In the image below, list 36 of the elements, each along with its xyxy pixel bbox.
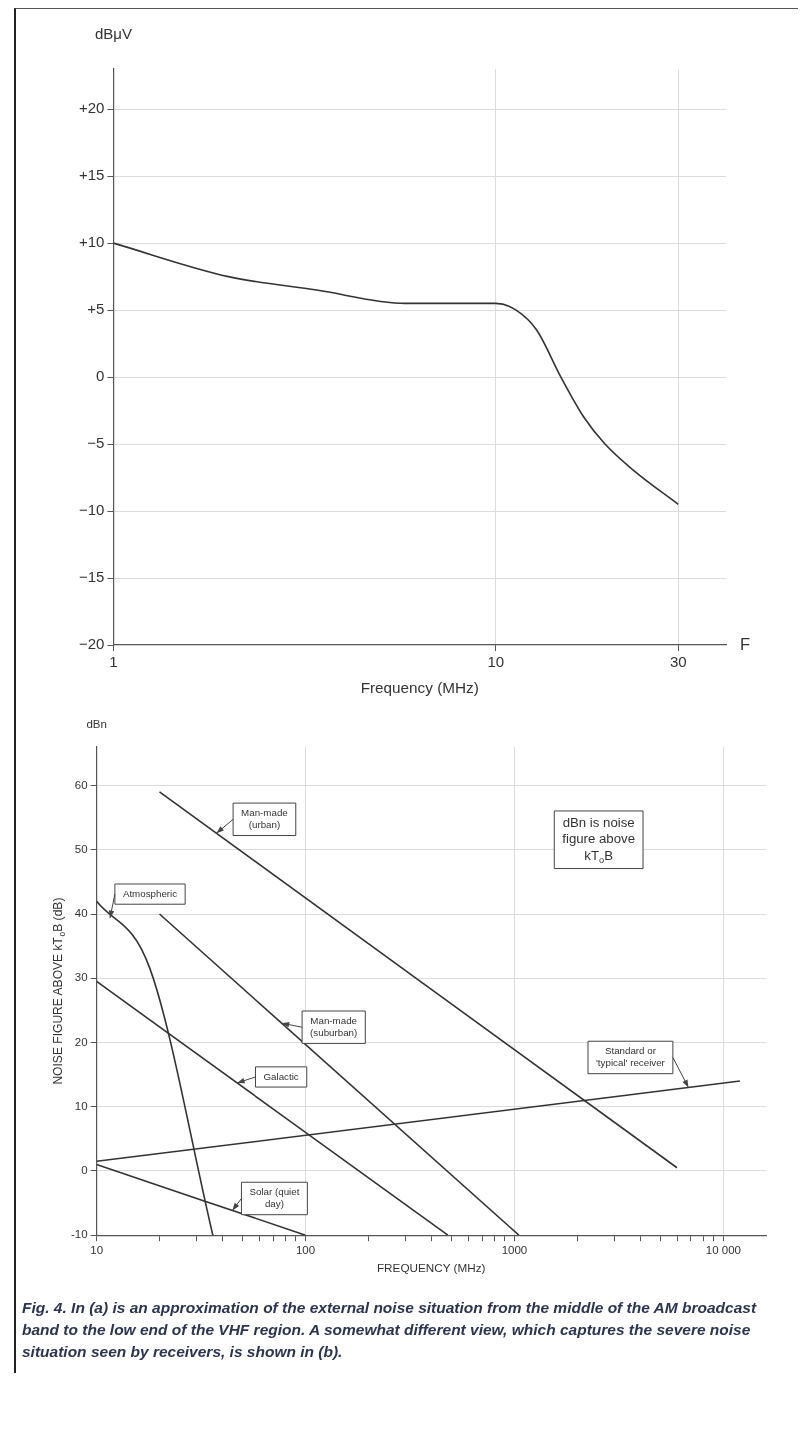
series-label: Solar (quiet day) bbox=[249, 1186, 300, 1210]
y-axis-title: NOISE FIGURE ABOVE kToB (dB) bbox=[50, 897, 67, 1085]
text: Standard or 'typical' receiver bbox=[596, 1045, 666, 1069]
y-tick-label: +10 bbox=[78, 233, 105, 251]
y-tick-label: +5 bbox=[87, 300, 105, 318]
x-tick-label: 1 bbox=[109, 653, 118, 671]
series-label: Man-made (urban) bbox=[241, 806, 288, 831]
x-tick-label: 10 000 bbox=[705, 1244, 741, 1257]
y-tick-label: −20 bbox=[78, 635, 105, 653]
y-tick-label: 0 bbox=[81, 1164, 88, 1177]
y-tick-label: −10 bbox=[78, 501, 105, 519]
y-tick-label: 40 bbox=[74, 907, 88, 920]
y-tick-label: 60 bbox=[74, 778, 88, 791]
x-tick-label: 1000 bbox=[501, 1244, 528, 1257]
x-tick-label: 100 bbox=[295, 1244, 316, 1257]
x-axis-title: FREQUENCY (MHz) bbox=[376, 1260, 486, 1274]
y-tick-label: +20 bbox=[78, 99, 105, 117]
y-tick-label: 20 bbox=[74, 1035, 88, 1048]
y-tick-label: −15 bbox=[78, 568, 105, 586]
text: F bbox=[740, 634, 751, 653]
x-axis-title: Frequency (MHz) bbox=[360, 678, 479, 696]
text: Atmospheric bbox=[122, 887, 178, 899]
y-tick-label: 30 bbox=[74, 971, 88, 984]
series-label: Man-made (suburban) bbox=[310, 1014, 358, 1039]
y-tick-label: 0 bbox=[96, 367, 105, 385]
x-tick-label: 10 bbox=[487, 653, 505, 671]
y-tick-label: −5 bbox=[87, 434, 105, 452]
text: dBn bbox=[86, 718, 107, 731]
y-axis-title: dBμV bbox=[94, 25, 132, 43]
y-tick-label: 50 bbox=[74, 842, 88, 855]
y-tick-label: 10 bbox=[74, 1099, 88, 1112]
y-tick-label: +15 bbox=[78, 166, 105, 184]
x-tick-label: 30 bbox=[669, 653, 687, 671]
caption: Fig. 4. In (a) is an approximation of the external noise situation from the middle of the AM broadcast band to the low end of the VHF region. A somewhat different view, which captures the severe noise situation seen by receivers, is shown in (b). bbox=[21, 1298, 758, 1362]
series-label: Galactic bbox=[263, 1070, 299, 1082]
y-tick-label: -10 bbox=[71, 1228, 88, 1241]
